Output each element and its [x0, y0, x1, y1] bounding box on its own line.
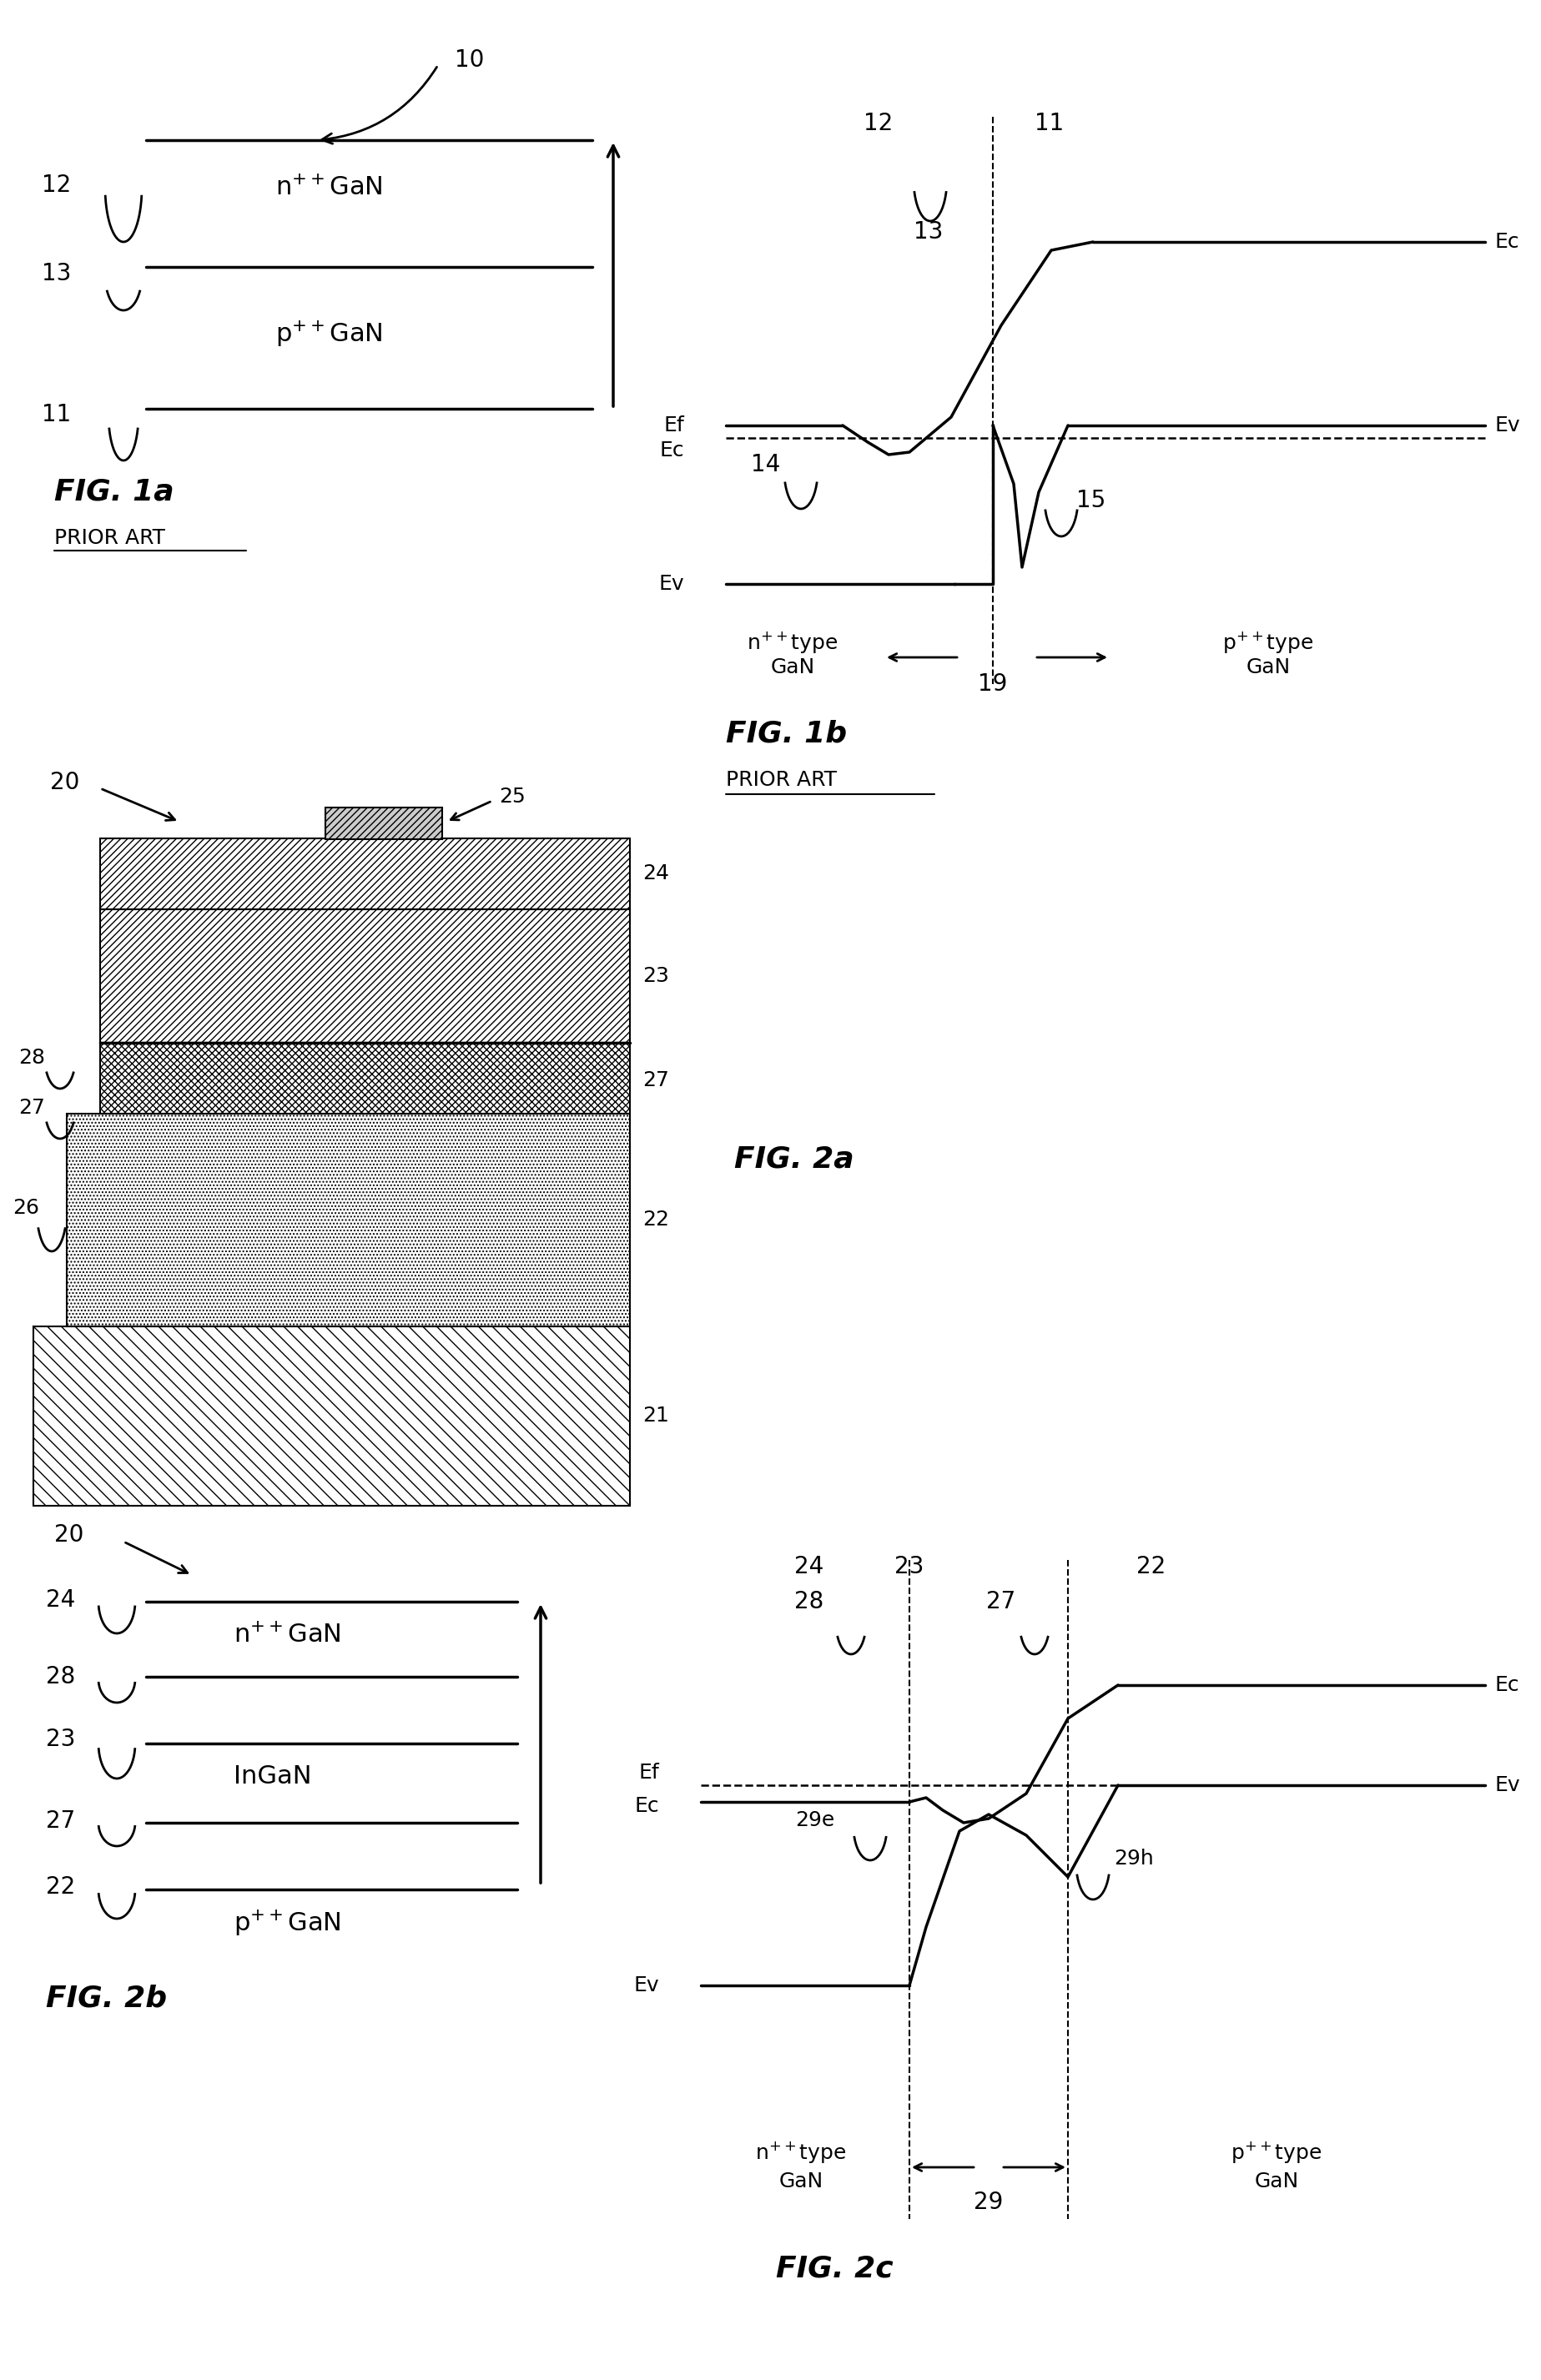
Text: 13: 13	[42, 262, 71, 286]
Text: Ef: Ef	[664, 416, 684, 436]
Text: 27: 27	[986, 1590, 1016, 1614]
Text: 29: 29	[974, 2190, 1003, 2213]
Text: 29h: 29h	[1114, 1849, 1154, 1868]
Text: 10: 10	[455, 48, 484, 71]
Text: Ev: Ev	[633, 1975, 660, 1994]
Text: 12: 12	[42, 174, 71, 198]
Text: FIG. 2b: FIG. 2b	[46, 1985, 166, 2011]
Text: PRIOR ART: PRIOR ART	[54, 528, 165, 547]
Text: 11: 11	[42, 402, 71, 426]
Text: n$^{++}$type: n$^{++}$type	[755, 2140, 846, 2166]
Text: 27: 27	[643, 1071, 669, 1090]
Text: Ec: Ec	[635, 1797, 660, 1816]
Text: InGaN: InGaN	[234, 1766, 311, 1790]
Text: 15: 15	[1076, 488, 1106, 512]
Text: FIG. 1a: FIG. 1a	[54, 478, 174, 507]
Text: Ev: Ev	[1495, 1775, 1521, 1795]
Bar	[100, 1042, 630, 1114]
Text: GaN: GaN	[770, 657, 815, 678]
Bar	[325, 807, 442, 840]
Text: p$^{++}$type: p$^{++}$type	[1222, 631, 1314, 654]
Text: p$^{++}$GaN: p$^{++}$GaN	[234, 1909, 341, 1937]
Text: 11: 11	[1034, 112, 1063, 136]
Text: FIG. 1b: FIG. 1b	[726, 719, 848, 747]
Text: 23: 23	[895, 1554, 925, 1578]
Text: 26: 26	[12, 1197, 39, 1219]
Text: 20: 20	[49, 771, 80, 795]
Text: 27: 27	[18, 1097, 45, 1119]
Text: 19: 19	[979, 674, 1008, 695]
Text: 28: 28	[795, 1590, 824, 1614]
Text: Ev: Ev	[1495, 416, 1521, 436]
Text: PRIOR ART: PRIOR ART	[726, 771, 837, 790]
Text: Ef: Ef	[638, 1764, 660, 1783]
Bar	[34, 1326, 630, 1507]
Text: n$^{++}$GaN: n$^{++}$GaN	[276, 176, 382, 200]
Text: p$^{++}$type: p$^{++}$type	[1231, 2140, 1322, 2166]
Text: 25: 25	[499, 788, 525, 807]
Text: Ec: Ec	[1495, 231, 1519, 252]
Text: GaN: GaN	[778, 2171, 823, 2192]
Text: 22: 22	[1137, 1554, 1167, 1578]
Text: 27: 27	[46, 1809, 76, 1833]
Text: 23: 23	[46, 1728, 76, 1752]
Text: 28: 28	[18, 1047, 45, 1069]
Text: p$^{++}$GaN: p$^{++}$GaN	[276, 319, 382, 347]
Text: 22: 22	[643, 1209, 669, 1230]
Text: n$^{++}$type: n$^{++}$type	[747, 631, 838, 654]
Text: 29e: 29e	[795, 1811, 834, 1830]
Text: 24: 24	[46, 1587, 76, 1611]
Bar	[66, 1114, 630, 1326]
Text: FIG. 2a: FIG. 2a	[734, 1145, 854, 1173]
Text: Ec: Ec	[1495, 1676, 1519, 1695]
Text: 13: 13	[914, 221, 943, 243]
Bar	[100, 909, 630, 1042]
Text: Ec: Ec	[660, 440, 684, 459]
Text: GaN: GaN	[1254, 2171, 1299, 2192]
Text: 28: 28	[46, 1666, 76, 1687]
Text: 23: 23	[643, 966, 669, 985]
Text: 24: 24	[643, 864, 669, 883]
Text: 12: 12	[863, 112, 892, 136]
Text: GaN: GaN	[1247, 657, 1290, 678]
Text: 22: 22	[46, 1875, 76, 1899]
Text: FIG. 2c: FIG. 2c	[775, 2254, 892, 2282]
Text: 24: 24	[795, 1554, 824, 1578]
Text: n$^{++}$GaN: n$^{++}$GaN	[234, 1623, 341, 1647]
Text: 14: 14	[750, 452, 780, 476]
Text: 20: 20	[54, 1523, 83, 1547]
Text: Ev: Ev	[658, 574, 684, 595]
Bar	[100, 838, 630, 909]
Text: 21: 21	[643, 1407, 669, 1426]
